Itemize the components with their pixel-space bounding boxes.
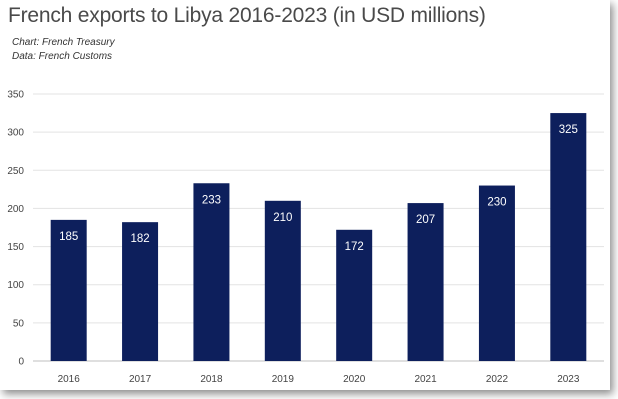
bar-chart: 0 50 100 150 200 250 300 350 185 2016 182 2017 233 20… xyxy=(7,90,604,385)
data-label-2018: 233 xyxy=(202,194,221,206)
x-tick-label-2016: 2016 xyxy=(58,374,81,385)
bar-2021 xyxy=(407,203,444,361)
bar-2019 xyxy=(264,200,301,361)
bar-2022 xyxy=(478,185,515,361)
bar-2023 xyxy=(550,113,587,361)
y-tick-label: 150 xyxy=(7,242,24,253)
y-tick-label: 200 xyxy=(7,204,24,215)
data-label-2023: 325 xyxy=(559,124,578,136)
y-tick-label: 250 xyxy=(7,166,24,177)
x-tick-label-2018: 2018 xyxy=(200,374,223,385)
x-tick-label-2023: 2023 xyxy=(557,374,580,385)
y-tick-label: 50 xyxy=(13,318,25,329)
x-tick-label-2019: 2019 xyxy=(272,374,295,385)
x-tick-label-2020: 2020 xyxy=(343,374,366,385)
data-source-note: Data: French Customs xyxy=(12,51,113,62)
chart-title: French exports to Libya 2016-2023 (in US… xyxy=(8,4,486,27)
data-label-2017: 182 xyxy=(130,233,149,245)
x-tick-label-2017: 2017 xyxy=(129,374,152,385)
bar-2018 xyxy=(193,183,230,361)
chart-source-note: Chart: French Treasury xyxy=(12,37,115,48)
chart-card: French exports to Libya 2016-2023 (in US… xyxy=(7,4,604,385)
bar-2020 xyxy=(336,229,373,361)
y-tick-label: 350 xyxy=(7,90,24,101)
x-tick-label-2021: 2021 xyxy=(414,374,437,385)
x-tick-label-2022: 2022 xyxy=(486,374,509,385)
bar-2016 xyxy=(50,219,87,361)
y-tick-label: 0 xyxy=(18,357,24,368)
data-label-2021: 207 xyxy=(416,214,435,226)
data-label-2016: 185 xyxy=(59,231,78,243)
y-tick-label: 300 xyxy=(7,128,24,139)
data-label-2020: 172 xyxy=(345,241,364,253)
y-tick-label: 100 xyxy=(7,280,24,291)
data-label-2022: 230 xyxy=(487,197,506,209)
bar-2017 xyxy=(122,222,159,361)
data-label-2019: 210 xyxy=(273,212,292,224)
